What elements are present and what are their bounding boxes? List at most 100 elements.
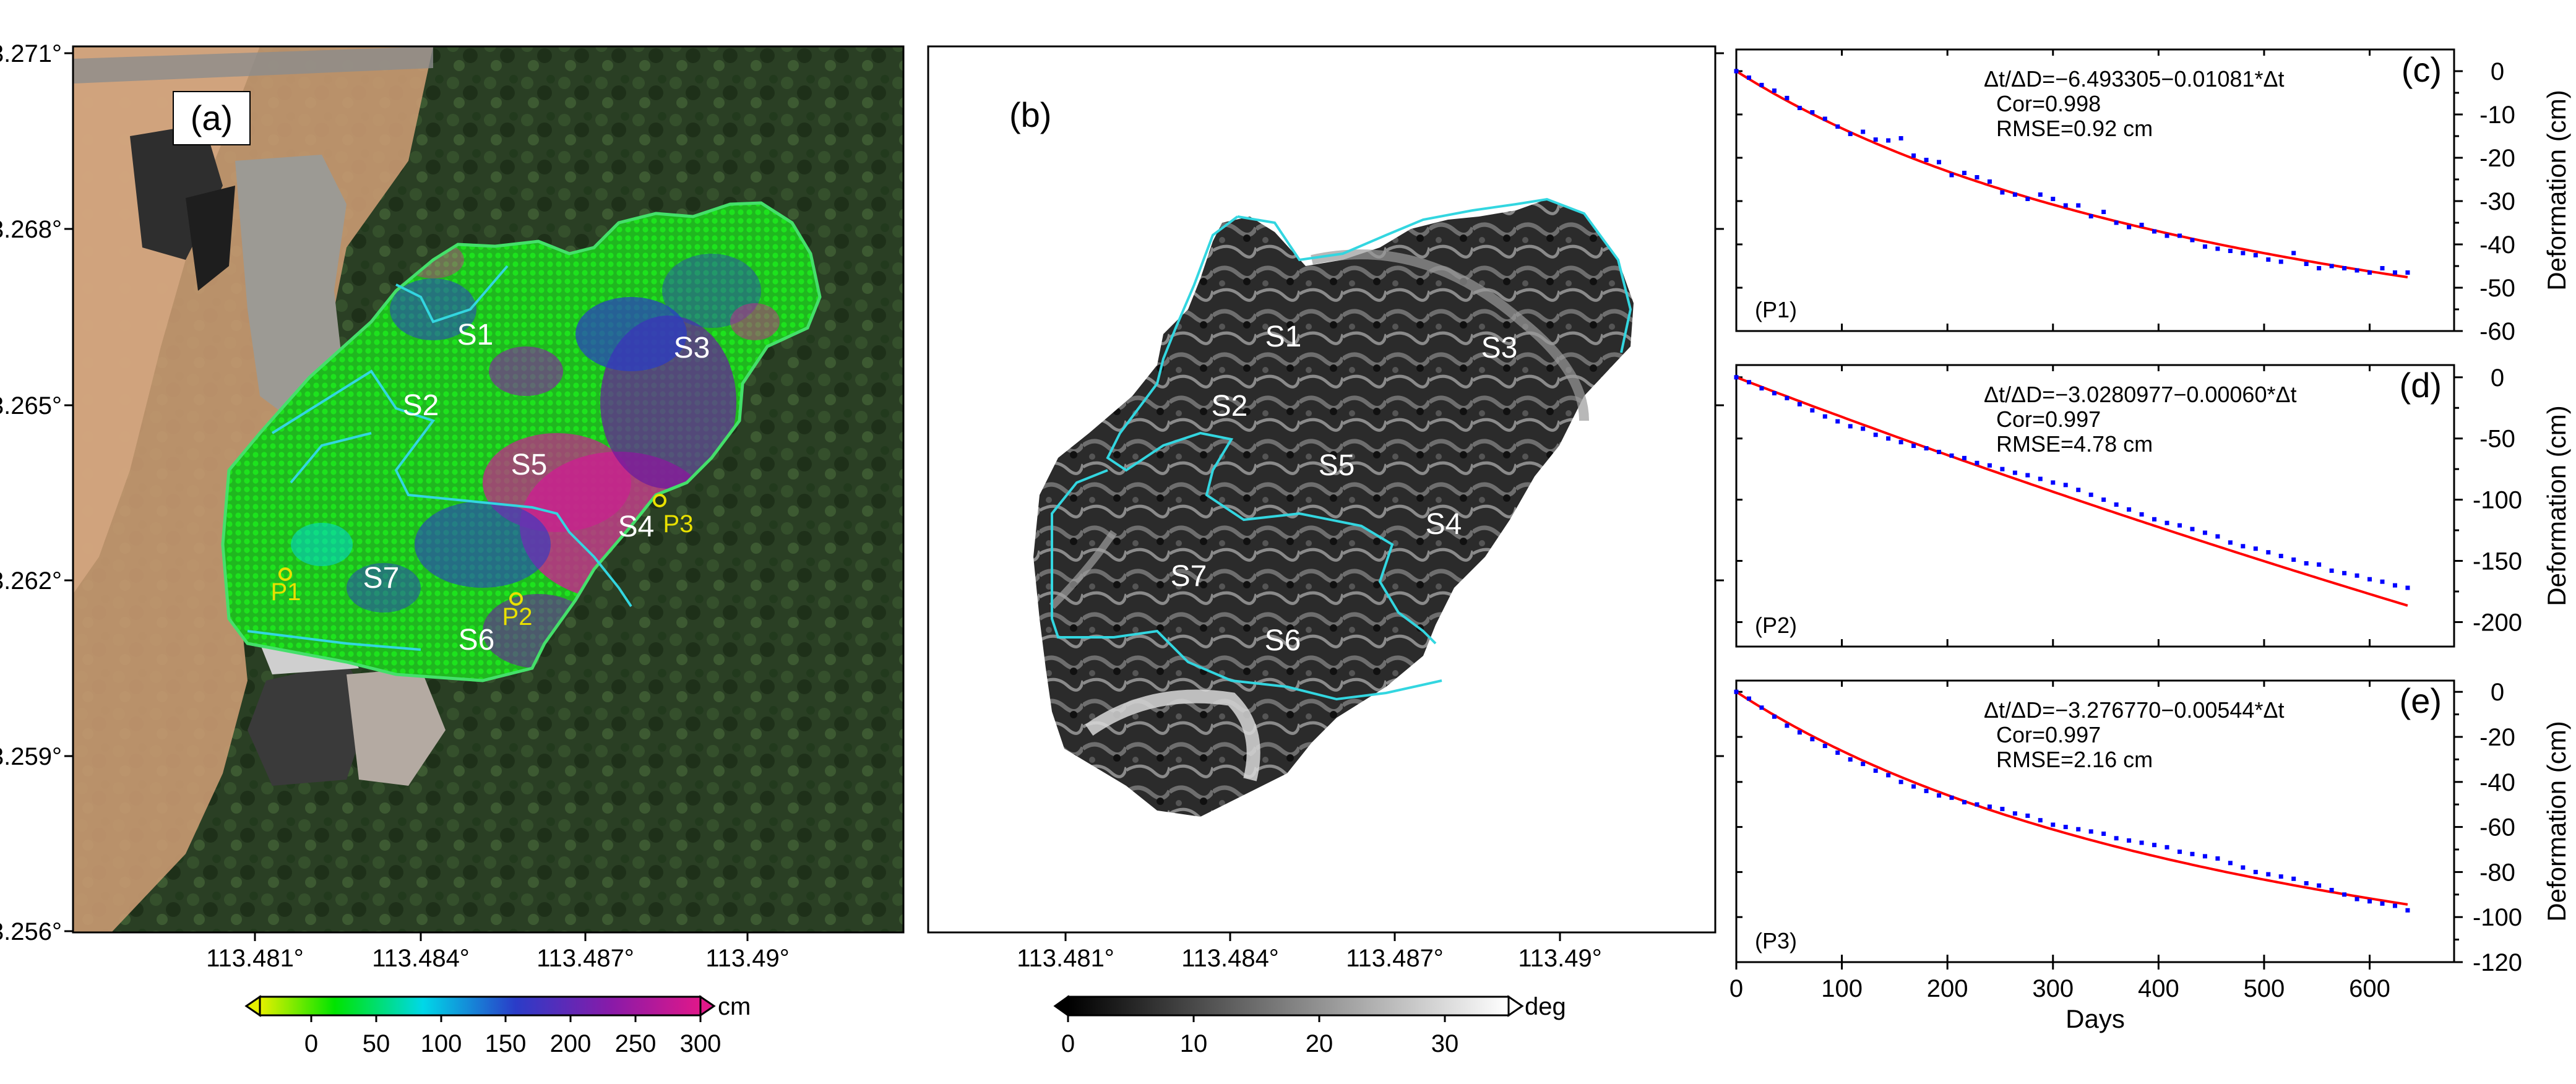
obs-point	[1810, 408, 1815, 413]
zone-label-b-s1: S1	[1265, 320, 1302, 353]
obs-point	[2342, 570, 2347, 575]
obs-point	[2000, 467, 2005, 471]
colorbar-tick-label: 0	[1061, 1030, 1075, 1057]
obs-point	[2177, 850, 2182, 854]
x-tick-label: 100	[1821, 975, 1863, 1002]
obs-point	[2392, 903, 2397, 908]
point-markers-a	[278, 494, 666, 606]
lat-tick-label: 23.259°	[0, 743, 62, 770]
zone-label-a-s1: S1	[457, 319, 494, 351]
rmse-text: RMSE=0.92 cm	[1996, 116, 2153, 141]
y-tick-label: -200	[2473, 609, 2522, 636]
plot-frame	[1735, 48, 2455, 332]
obs-point	[2139, 223, 2144, 227]
obs-point	[2215, 534, 2220, 539]
y-tick-label: -60	[2479, 814, 2515, 841]
obs-point	[1797, 730, 1802, 735]
colorbar-tick-label: 10	[1180, 1030, 1208, 1057]
zone-label-a-s2: S2	[403, 389, 439, 422]
point-label-p2: P2	[502, 603, 533, 630]
panel-b-label: (b)	[1009, 95, 1051, 134]
point-label: (P2)	[1755, 613, 1797, 638]
obs-point	[1772, 391, 1777, 395]
obs-point	[2253, 253, 2258, 257]
y-tick-label: -40	[2479, 231, 2515, 259]
y-axis-label: Deformation (cm)	[2542, 90, 2571, 290]
colorbar-unit: cm	[718, 993, 751, 1020]
obs-point	[2038, 476, 2043, 481]
lon-axis-b	[1064, 52, 1724, 941]
obs-point	[2380, 579, 2385, 584]
point-label: (P3)	[1755, 928, 1797, 953]
x-tick-label: 200	[1927, 975, 1968, 1002]
obs-point	[1810, 110, 1815, 114]
colorbar-tick-label: 100	[421, 1030, 462, 1057]
colorbar-tick-label: 250	[615, 1030, 657, 1057]
obs-point	[2088, 829, 2093, 834]
lon-tick-label: 113.481°	[1017, 945, 1114, 972]
y-tick-label: -100	[2473, 904, 2522, 931]
y-tick-label: -100	[2473, 487, 2522, 514]
y-tick-label: -120	[2473, 949, 2522, 976]
lon-tick-label: 113.49°	[1518, 945, 1601, 972]
obs-point	[2076, 203, 2081, 208]
obs-point	[1873, 432, 1878, 437]
correlation-text: Cor=0.997	[1996, 406, 2101, 432]
zone-label-a-s7: S7	[363, 562, 400, 595]
obs-point	[2152, 517, 2157, 522]
x-axis-label: Days	[2066, 1004, 2125, 1033]
zone-label-b-s2: S2	[1212, 390, 1248, 423]
obs-point	[2025, 473, 2030, 478]
obs-point	[1937, 449, 1942, 454]
obs-point	[2101, 497, 2106, 502]
obs-point	[2190, 851, 2195, 856]
plot-frame	[1735, 679, 2455, 963]
obs-point	[2380, 901, 2385, 906]
zone-label-b-s3: S3	[1481, 332, 1518, 364]
obs-point	[2025, 813, 2030, 818]
lon-axis-a	[254, 932, 749, 941]
obs-point	[1746, 380, 1751, 385]
obs-point	[1886, 436, 1891, 441]
obs-point	[2228, 861, 2233, 866]
obs-point	[2329, 264, 2334, 269]
obs-point	[2392, 583, 2397, 588]
obs-point	[1746, 696, 1751, 701]
obs-point	[2367, 899, 2372, 904]
obs-point	[2139, 840, 2144, 845]
panel-label: (e)	[2400, 681, 2442, 720]
obs-point	[2278, 259, 2283, 264]
zone-label-a-s3: S3	[674, 332, 710, 364]
fit-curve	[1735, 690, 2408, 906]
subzone-boundaries-b	[1051, 197, 1632, 701]
obs-point	[1962, 171, 1966, 175]
panel-label: (d)	[2400, 366, 2442, 405]
x-tick-label: 400	[2138, 975, 2179, 1002]
obs-point	[1937, 160, 1942, 165]
obs-point	[2317, 562, 2322, 567]
y-axis-label: Deformation (cm)	[2542, 721, 2571, 921]
obs-point	[2380, 266, 2385, 270]
obs-point	[1759, 386, 1764, 391]
ts-panel-d: 0 -50 -100 -150 -200 Δt/ΔD=−3.0280977−0.00060…	[1734, 364, 2571, 648]
map-frame-a	[72, 45, 905, 934]
obs-point	[1886, 138, 1891, 143]
x-tick-label: 0	[1730, 975, 1743, 1002]
obs-point	[1937, 793, 1942, 798]
obs-point	[1924, 158, 1929, 162]
obs-point	[2392, 270, 2397, 275]
obs-point	[2266, 550, 2271, 555]
obs-point	[2063, 203, 2068, 208]
obs-point	[1734, 69, 1739, 74]
x-tick-label: 300	[2032, 975, 2074, 1002]
obs-point	[1759, 82, 1764, 87]
obs-point	[2202, 854, 2207, 859]
obs-point	[2063, 825, 2068, 830]
y-tick-label: -50	[2479, 275, 2515, 302]
obs-point	[1911, 153, 1916, 158]
obs-point	[2317, 266, 2322, 270]
p1-marker	[278, 567, 292, 581]
colorbar-tick-label: 0	[304, 1030, 318, 1057]
ts-panel-e: 0 -20 -40 -60 -80 -100 -120 0 100 200 300 400 500 600…	[1730, 679, 2571, 1033]
obs-point	[1924, 788, 1929, 793]
